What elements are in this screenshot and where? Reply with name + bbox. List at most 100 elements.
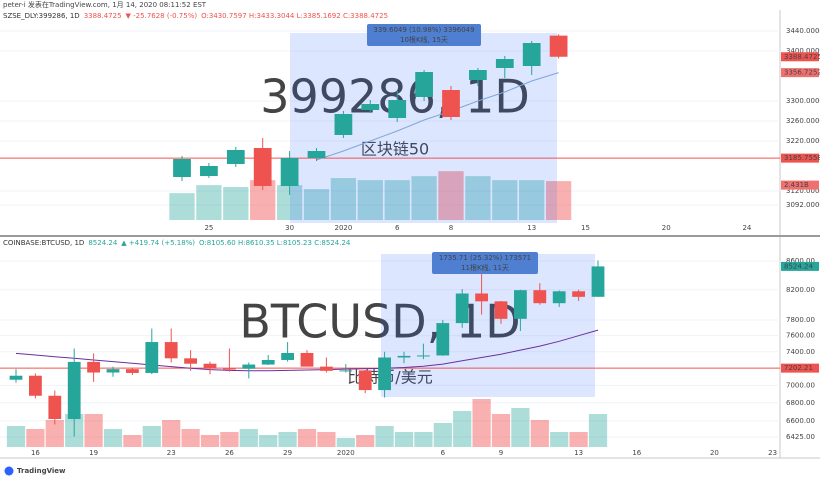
y-tick-label: 3092.0000 [786,201,820,209]
candle-body [106,369,120,373]
candle-body [442,90,460,117]
y-tick-label: 3300.0000 [786,97,820,105]
volume-bar [181,429,200,447]
volume-bar [123,435,142,447]
volume-bar [162,420,181,447]
candle-body [339,370,353,372]
y-tick-label: 8600.00 [786,257,815,265]
volume-bar [45,420,64,447]
volume-bar [142,426,161,447]
volume-bar [465,176,491,220]
volume-bar [239,429,258,447]
candle-body [222,368,236,370]
volume-bar [84,414,103,447]
candle-body [145,342,159,373]
candle-body [9,375,23,380]
measure-label: 11根K线, 11天 [461,263,509,272]
x-tick-label: 6 [441,449,446,457]
candle-body [334,114,353,135]
x-tick-label: 20 [710,449,719,457]
volume-bar [545,181,572,220]
y-tick-label: 3260.0000 [786,117,820,125]
volume-bar [384,180,410,220]
volume-bar [220,432,239,447]
candle-body [552,291,566,304]
last-price-tag: 3388.4725 [784,53,820,61]
hline-price-tag-box [781,153,819,163]
x-tick-label: 30 [285,224,294,232]
watermark-description: 区块链50 [361,140,429,159]
last-price: 8524.24 [88,239,117,247]
volume-bar [330,178,357,220]
ohlc-readout: O:3430.7597 H:3433.3044 L:3385.1692 C:33… [201,12,388,20]
candle-body [455,293,469,324]
logo-icon [4,466,14,476]
x-tick-label: 16 [31,449,40,457]
candle-body [513,290,527,319]
candle-body [164,342,178,359]
measure-label: 339.6049 (10.98%) 3396049 [373,26,474,34]
volume-tag-box [781,180,819,190]
candle-body [495,59,514,68]
candle-body [436,323,450,356]
change: ▲ +419.74 (+5.18%) [121,239,195,247]
x-tick-label: 23 [167,449,176,457]
candle-body [319,366,333,371]
ma-price-tag: 3356.7252 [784,69,820,77]
candle-body [415,72,433,97]
candle-body [87,361,101,373]
volume-bar [169,193,195,220]
candle-body [184,358,198,364]
x-tick-label: 8 [449,224,453,232]
volume-bar [492,180,518,220]
volume-bar [411,176,437,220]
volume-bar [472,399,491,447]
candle-body [125,369,139,373]
volume-bar [550,432,569,447]
candle-body [253,148,272,186]
x-tick-label: 16 [632,449,641,457]
candle-body [522,43,541,66]
volume-bar [259,435,278,447]
last-price-tag-box [781,52,819,62]
volume-tag: 2.431B [784,181,809,189]
y-tick-label: 3220.0000 [786,137,820,145]
x-tick-label: 15 [581,224,590,232]
last-price-tag: 8524.24 [784,262,813,270]
y-tick-label: 6800.00 [786,399,815,407]
brand-logo: TradingView [4,466,66,476]
y-tick-label: 6600.00 [786,417,815,425]
x-tick-label: 19 [89,449,98,457]
measure-label: 1735.71 (25.32%) 173571 [439,254,531,262]
candle-body [572,291,586,297]
volume-bar [297,429,317,447]
x-tick-label: 2020 [337,449,355,457]
hline-price-tag-box [781,363,819,373]
candle-body [549,35,568,57]
candle-body [203,363,217,369]
candle-body [48,395,62,420]
volume-bar [278,432,297,447]
candle-body [281,352,295,360]
volume-bar [103,429,123,447]
volume-bar [453,411,472,447]
volume-bar [6,426,26,447]
volume-bar [569,432,588,447]
volume-bar [336,438,355,447]
candle-body [28,375,42,396]
volume-bar [26,429,45,447]
candle-body [280,158,299,186]
last-price: 3388.4725 [84,12,122,20]
candle-body [533,290,547,304]
volume-bar [414,432,433,447]
candle-body [475,293,489,302]
volume-bar [356,435,375,447]
x-tick-label: 26 [225,449,234,457]
candle-body [378,357,392,391]
watermark-symbol: BTCUSD, 1D [239,295,520,349]
y-tick-label: 3440.0000 [786,27,820,35]
volume-bar [519,180,545,220]
y-tick-label: 7000.00 [786,381,815,389]
